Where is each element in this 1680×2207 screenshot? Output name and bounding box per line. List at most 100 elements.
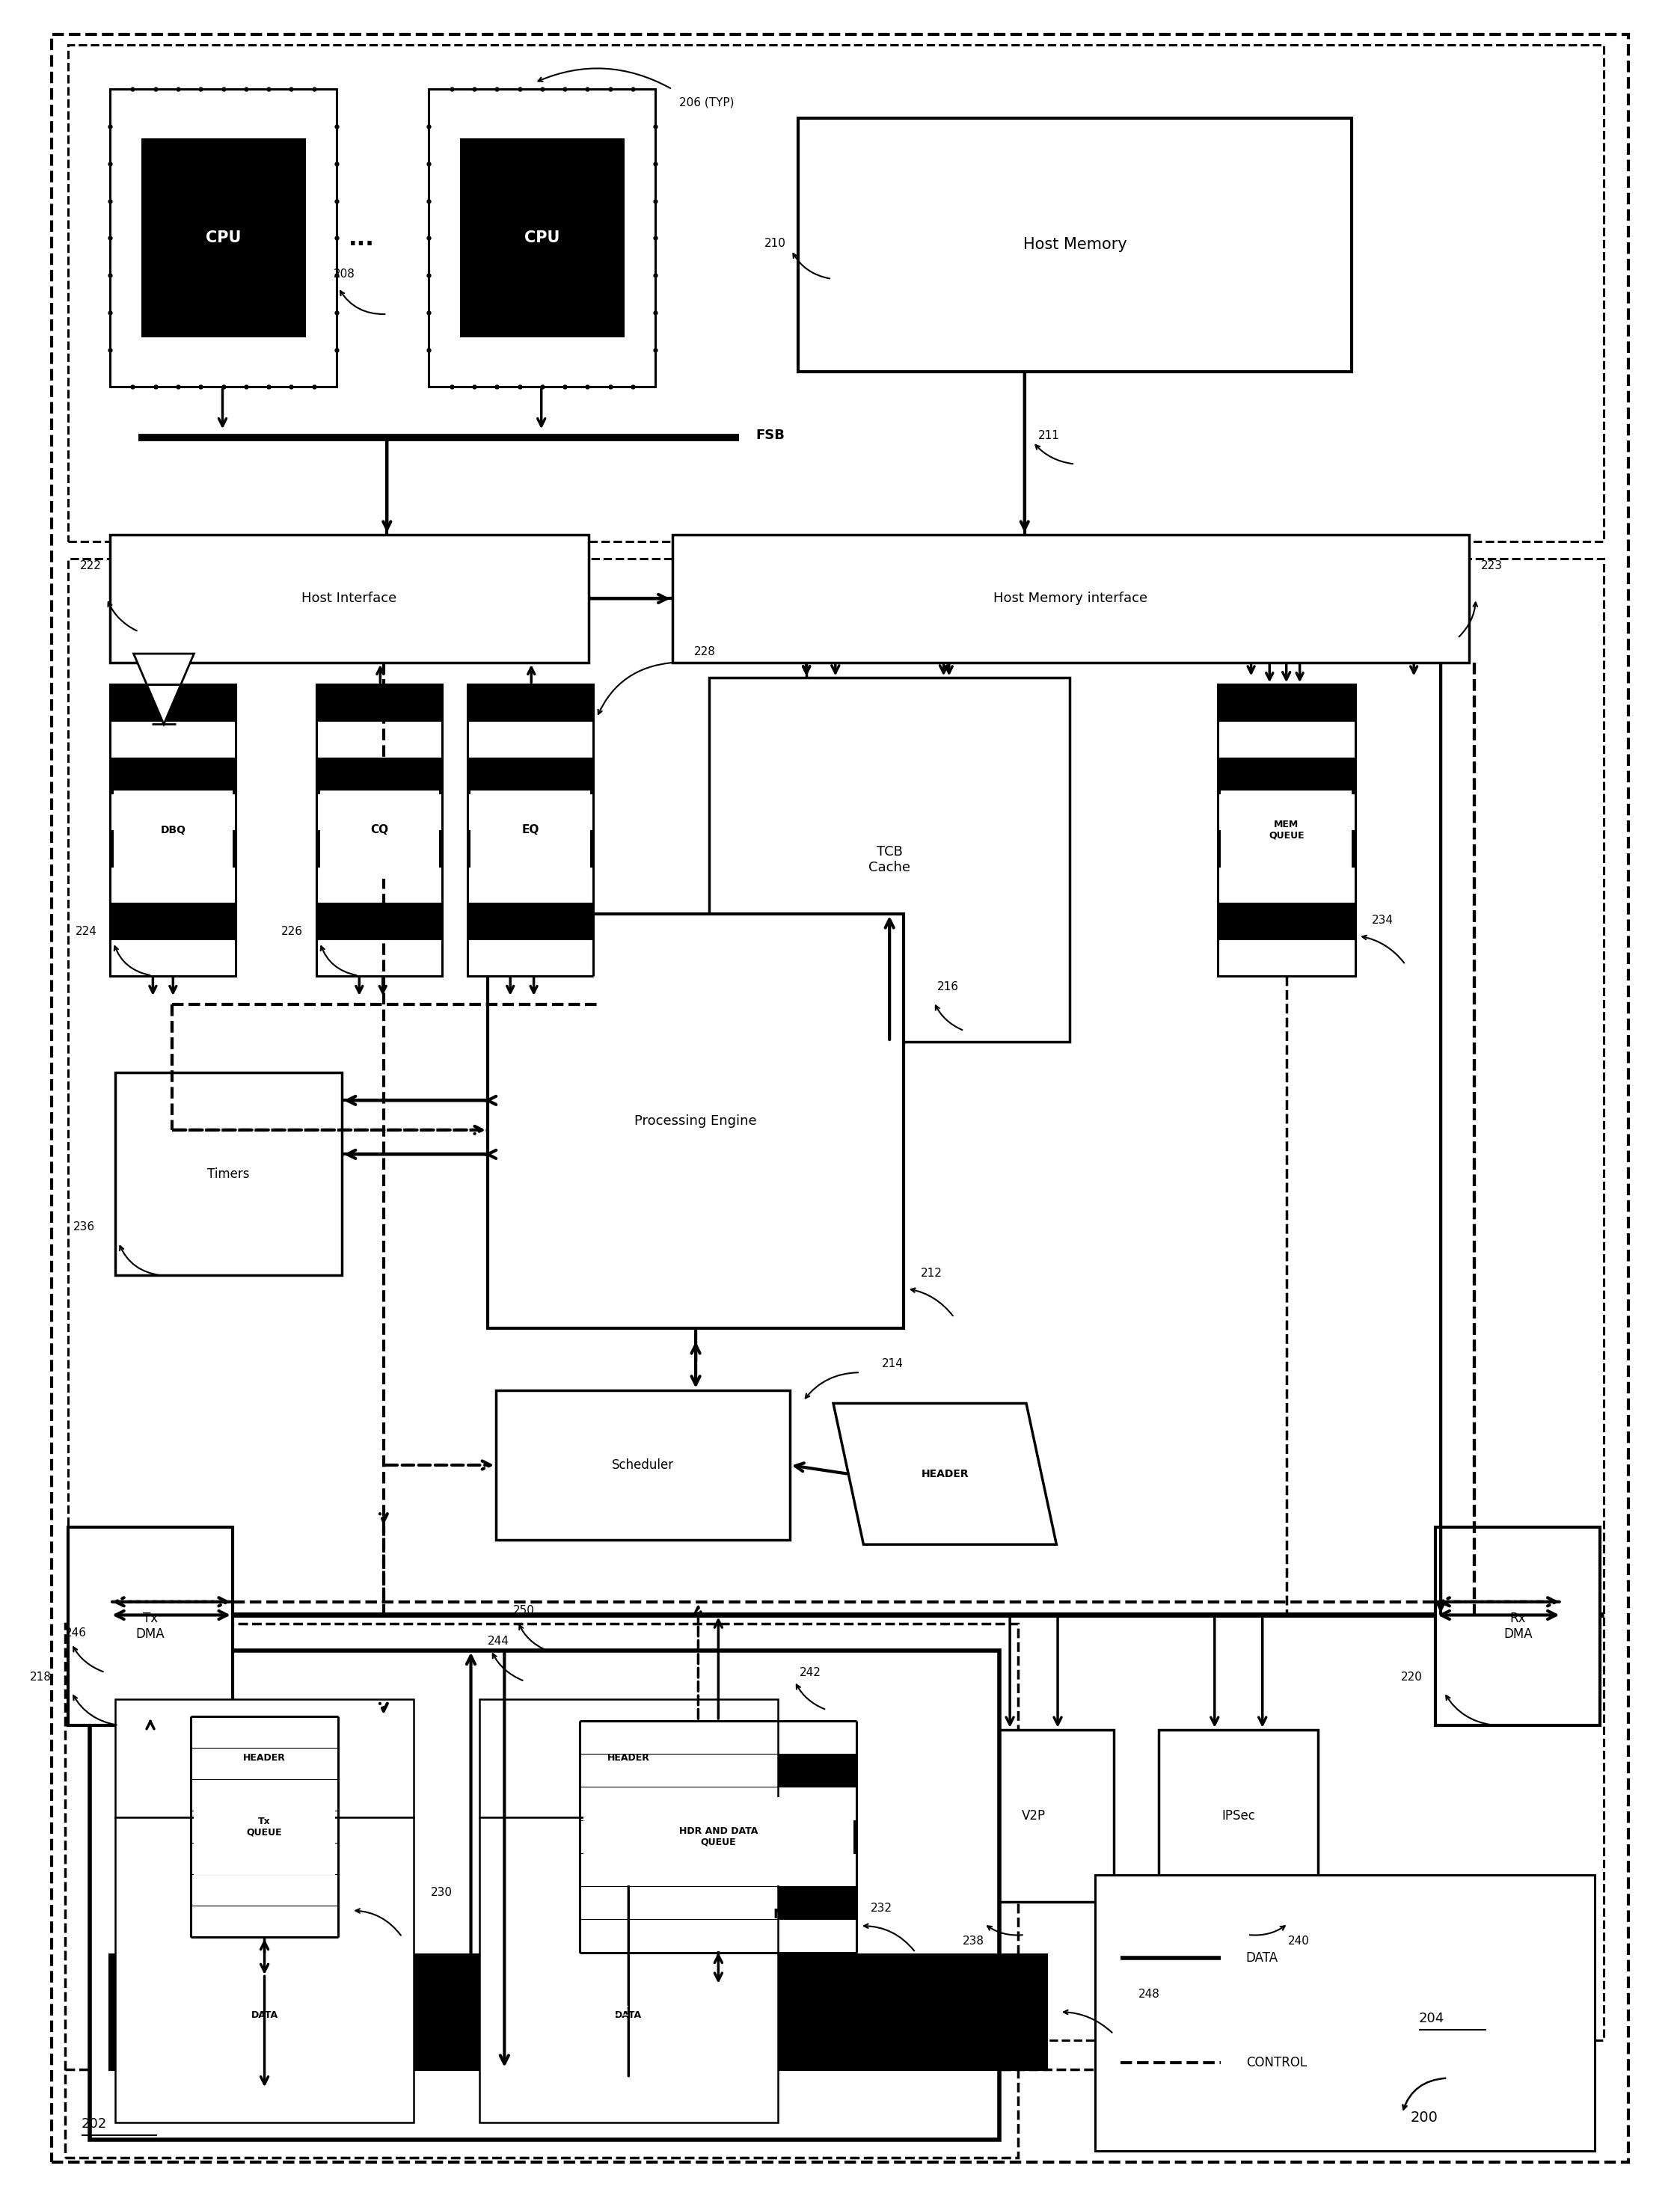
FancyBboxPatch shape	[111, 940, 235, 975]
FancyBboxPatch shape	[580, 1821, 857, 1854]
FancyBboxPatch shape	[428, 88, 655, 386]
Text: 228: 228	[694, 647, 716, 658]
FancyBboxPatch shape	[580, 1920, 857, 1953]
FancyBboxPatch shape	[111, 88, 336, 386]
FancyBboxPatch shape	[1436, 1527, 1599, 1726]
Text: EQ: EQ	[522, 825, 539, 836]
Text: Host Memory interface: Host Memory interface	[993, 591, 1147, 605]
Text: 204: 204	[1420, 2013, 1445, 2026]
FancyBboxPatch shape	[580, 1854, 857, 1887]
Text: Timers: Timers	[207, 1168, 250, 1181]
Text: 222: 222	[81, 561, 102, 572]
Text: 218: 218	[30, 1671, 52, 1682]
FancyBboxPatch shape	[583, 1796, 853, 1885]
FancyBboxPatch shape	[470, 790, 590, 878]
FancyBboxPatch shape	[111, 903, 235, 940]
Text: IPSec: IPSec	[1221, 1810, 1255, 1823]
FancyBboxPatch shape	[580, 1887, 857, 1920]
FancyBboxPatch shape	[672, 534, 1470, 662]
Text: 206 (TYP): 206 (TYP)	[679, 97, 734, 108]
FancyBboxPatch shape	[111, 757, 235, 795]
Text: HEADER: HEADER	[921, 1468, 969, 1479]
FancyBboxPatch shape	[111, 830, 235, 867]
Text: HEADER: HEADER	[244, 1752, 286, 1763]
Text: 246: 246	[66, 1627, 86, 1638]
Text: HEADER: HEADER	[606, 1752, 650, 1763]
FancyBboxPatch shape	[580, 1721, 857, 1755]
Polygon shape	[134, 653, 193, 724]
FancyBboxPatch shape	[69, 558, 1603, 2041]
FancyBboxPatch shape	[1218, 684, 1356, 975]
FancyBboxPatch shape	[190, 1779, 338, 1812]
FancyBboxPatch shape	[467, 684, 593, 722]
FancyBboxPatch shape	[190, 1843, 338, 1874]
FancyBboxPatch shape	[111, 534, 588, 662]
FancyBboxPatch shape	[190, 1717, 338, 1938]
FancyBboxPatch shape	[467, 795, 593, 830]
FancyBboxPatch shape	[487, 914, 904, 1329]
FancyBboxPatch shape	[479, 1852, 778, 1885]
Text: 240: 240	[1289, 1936, 1310, 1947]
FancyBboxPatch shape	[319, 790, 438, 878]
FancyBboxPatch shape	[111, 795, 235, 830]
FancyBboxPatch shape	[316, 867, 442, 903]
Text: Rx
DMA: Rx DMA	[1504, 1611, 1532, 1640]
FancyBboxPatch shape	[580, 1755, 857, 1788]
FancyBboxPatch shape	[467, 830, 593, 867]
FancyBboxPatch shape	[1218, 684, 1356, 722]
Text: 242: 242	[800, 1666, 822, 1677]
Text: Host Interface: Host Interface	[302, 591, 396, 605]
FancyBboxPatch shape	[190, 1812, 338, 1843]
Text: V2P: V2P	[1021, 1810, 1047, 1823]
FancyBboxPatch shape	[193, 1788, 334, 1876]
FancyBboxPatch shape	[467, 757, 593, 795]
FancyBboxPatch shape	[316, 795, 442, 830]
FancyBboxPatch shape	[141, 139, 304, 338]
FancyBboxPatch shape	[467, 684, 593, 975]
Text: DATA: DATA	[250, 2011, 277, 2019]
Text: CQ: CQ	[370, 825, 388, 836]
FancyBboxPatch shape	[111, 867, 235, 903]
FancyBboxPatch shape	[190, 1717, 338, 1748]
FancyBboxPatch shape	[116, 1073, 341, 1276]
Text: 224: 224	[76, 927, 97, 938]
Text: 200: 200	[1411, 2110, 1438, 2125]
Text: FSB: FSB	[756, 428, 785, 441]
Text: Tx
DMA: Tx DMA	[136, 1611, 165, 1640]
Text: CPU: CPU	[524, 230, 559, 245]
Text: 208: 208	[333, 269, 354, 280]
Text: DATA: DATA	[1247, 1951, 1278, 1964]
FancyBboxPatch shape	[111, 1955, 1047, 2070]
FancyBboxPatch shape	[1218, 795, 1356, 830]
FancyBboxPatch shape	[116, 1918, 413, 1953]
FancyBboxPatch shape	[69, 44, 1603, 541]
FancyBboxPatch shape	[709, 678, 1070, 1042]
FancyBboxPatch shape	[116, 1986, 413, 2022]
Text: ...: ...	[349, 227, 375, 249]
FancyBboxPatch shape	[1218, 830, 1356, 867]
FancyBboxPatch shape	[460, 139, 623, 338]
FancyBboxPatch shape	[116, 1816, 413, 2123]
FancyBboxPatch shape	[316, 757, 442, 795]
FancyBboxPatch shape	[190, 1748, 338, 1779]
FancyBboxPatch shape	[479, 1918, 778, 1953]
Text: 212: 212	[921, 1267, 942, 1278]
FancyBboxPatch shape	[467, 940, 593, 975]
Text: Host Memory: Host Memory	[1023, 236, 1127, 252]
Text: 223: 223	[1482, 561, 1502, 572]
FancyBboxPatch shape	[316, 722, 442, 757]
FancyBboxPatch shape	[316, 830, 442, 867]
FancyBboxPatch shape	[316, 684, 442, 722]
Text: MEM
QUEUE: MEM QUEUE	[1268, 819, 1304, 841]
Text: HDR AND DATA
QUEUE: HDR AND DATA QUEUE	[679, 1825, 758, 1847]
FancyBboxPatch shape	[479, 1986, 778, 2022]
FancyBboxPatch shape	[52, 33, 1628, 2163]
FancyBboxPatch shape	[580, 1721, 857, 1953]
Text: 202: 202	[82, 2117, 108, 2132]
Text: NIC: NIC	[773, 1909, 800, 1922]
Text: Processing Engine: Processing Engine	[635, 1115, 758, 1128]
FancyBboxPatch shape	[467, 903, 593, 940]
Text: 236: 236	[74, 1220, 96, 1232]
Text: 211: 211	[1038, 430, 1060, 441]
FancyBboxPatch shape	[111, 684, 235, 975]
